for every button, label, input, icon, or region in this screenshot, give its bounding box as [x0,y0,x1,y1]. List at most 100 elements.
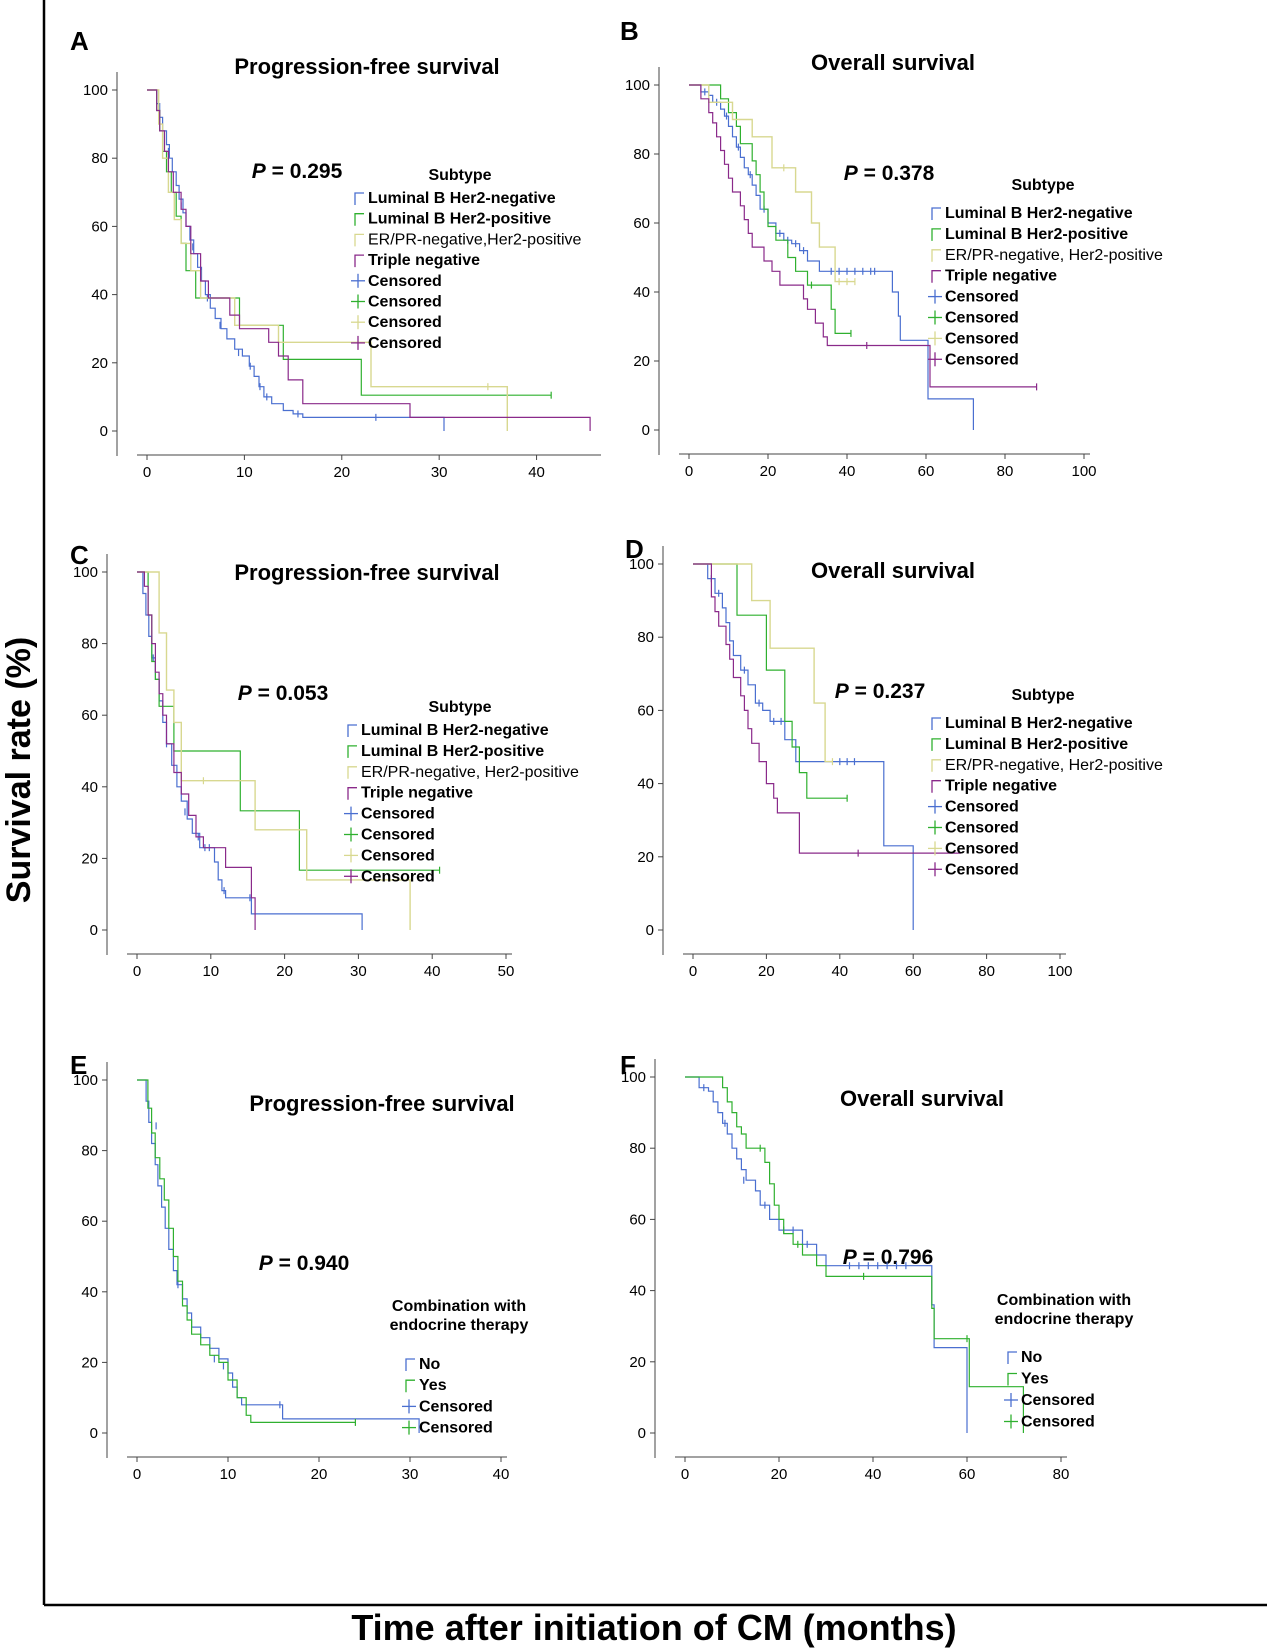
legend: Combination with endocrine therapy No Yes Ce… [995,1292,1134,1431]
legend-item: Censored [945,330,1019,347]
legend-item: Censored [368,314,442,331]
legend-item: Luminal B Her2-negative [361,722,549,739]
figure-xlabel: Time after initiation of CM (months) [351,1607,956,1648]
legend-item: Censored [368,294,442,311]
legend-item: Triple negative [945,268,1057,285]
legend-item: Luminal B Her2-negative [945,205,1133,222]
legend-item: Censored [419,1398,493,1415]
legend-item: Yes [1021,1371,1049,1388]
legend-swatch [354,213,364,226]
y-tick-label: 60 [637,702,654,719]
y-tick-label: 100 [83,82,108,99]
legend-item: Censored [945,351,1019,368]
series-line-1 [685,1076,1024,1433]
y-tick-label: 100 [625,77,650,94]
y-tick-label: 80 [633,146,650,163]
legend-item: Luminal B Her2-negative [945,715,1133,732]
legend-title: endocrine therapy [390,1317,529,1334]
chart-title: Overall survival [811,558,975,583]
y-tick-label: 0 [100,423,108,440]
legend-item: Censored [361,827,435,844]
x-tick-label: 40 [831,963,848,980]
x-tick-label: 0 [689,963,697,980]
y-tick-label: 0 [646,922,654,939]
series-line-1 [689,84,851,334]
legend-item: Triple negative [368,252,480,269]
y-tick-label: 0 [90,1425,98,1442]
y-tick-label: 0 [642,422,650,439]
x-tick-label: 60 [905,963,922,980]
legend-item: Censored [945,840,1019,857]
legend-item: Triple negative [361,785,473,802]
series-line-3 [689,84,1037,388]
legend-swatch [347,745,357,758]
y-tick-label: 40 [91,287,108,304]
legend-swatch [347,787,357,800]
legend-swatch [931,759,941,772]
legend-item: ER/PR-negative, Her2-positive [945,247,1163,264]
y-tick-label: 0 [638,1425,646,1442]
legend-title: Combination with [392,1298,526,1315]
legend-swatch [1007,1372,1017,1386]
y-tick-label: 80 [91,150,108,167]
x-tick-label: 100 [1071,463,1096,480]
x-tick-label: 0 [143,464,151,481]
x-tick-label: 80 [1053,1466,1070,1483]
panel-letter: A [70,26,89,56]
legend-item: Luminal B Her2-positive [361,743,544,760]
panel-d: D Overall survival P = 0.237 0 20 40 60 80 100 0 2… [625,534,1163,980]
figure-ylabel: Survival rate (%) [0,637,38,903]
legend-item: Censored [368,273,442,290]
legend-swatch [354,192,364,205]
series-line-1 [137,1079,356,1423]
chart-title: Overall survival [840,1086,1004,1111]
x-tick-label: 40 [865,1466,882,1483]
y-tick-label: 20 [81,1354,98,1371]
legend-swatch [347,766,357,779]
x-tick-label: 0 [681,1466,689,1483]
series-line-2 [147,89,508,431]
chart-title: Progression-free survival [234,54,499,79]
legend-item: Censored [1021,1414,1095,1431]
p-value: P = 0.378 [844,162,935,185]
y-tick-label: 40 [629,1283,646,1300]
y-tick-label: 100 [629,556,654,573]
series-line-1 [693,563,848,799]
x-tick-label: 40 [493,1466,510,1483]
legend-item: No [1021,1349,1043,1366]
y-tick-label: 20 [81,850,98,867]
x-tick-label: 30 [402,1466,419,1483]
x-tick-label: 20 [276,963,293,980]
legend-swatch [931,270,941,283]
chart-title: Overall survival [811,50,975,75]
legend: Subtype Luminal B Her2-negative Luminal B … [928,687,1163,878]
panel-b: B Overall survival P = 0.378 0 20 40 60 80 100 0 2… [620,16,1163,480]
panels: A Progression-free survival P = 0.295 0 20 40… [70,16,1163,1483]
x-tick-label: 0 [133,963,141,980]
legend-item: Censored [945,820,1019,837]
legend-item: Censored [361,847,435,864]
p-value: P = 0.295 [252,160,343,183]
legend-swatch [931,738,941,751]
x-tick-label: 0 [685,463,693,480]
chart-title: Progression-free survival [234,560,499,585]
legend-item: Yes [419,1377,447,1394]
legend-swatch [931,207,941,220]
legend-item: Luminal B Her2-positive [945,736,1128,753]
legend-item: Luminal B Her2-negative [368,190,556,207]
series-line-2 [137,571,411,930]
series-line-2 [689,84,855,283]
x-tick-label: 20 [771,1466,788,1483]
p-value: P = 0.796 [843,1246,934,1269]
legend-item: Luminal B Her2-positive [368,211,551,228]
x-tick-label: 30 [350,963,367,980]
y-tick-label: 60 [81,1213,98,1230]
legend-item: Censored [1021,1392,1095,1409]
y-tick-label: 20 [91,355,108,372]
panel-c: C Progression-free survival P = 0.053 0 20 40… [70,540,579,980]
y-tick-label: 20 [633,353,650,370]
y-tick-label: 80 [629,1140,646,1157]
legend-title: Subtype [1011,687,1074,704]
x-tick-label: 20 [760,463,777,480]
legend-swatch [405,1379,415,1393]
